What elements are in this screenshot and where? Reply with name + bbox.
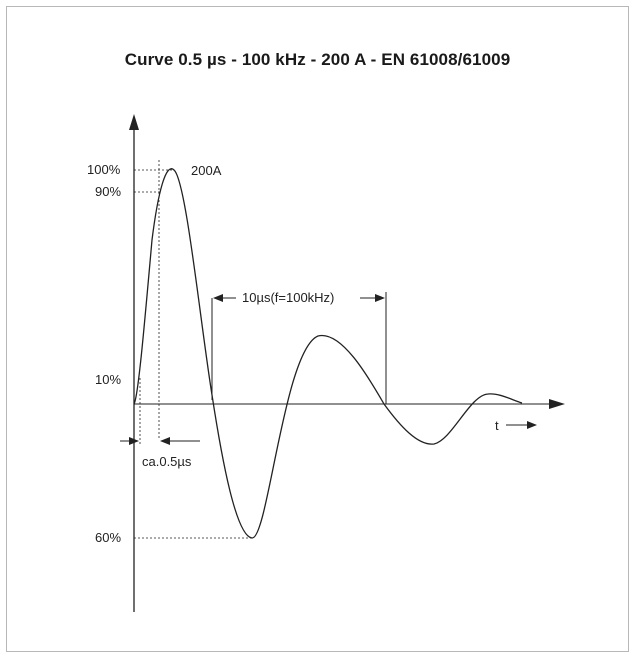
label-period: 10µs(f=100kHz) bbox=[242, 290, 334, 305]
label-60-percent: 60% bbox=[95, 530, 121, 545]
label-100-percent: 100% bbox=[87, 162, 121, 177]
label-90-percent: 90% bbox=[95, 184, 121, 199]
label-rise-time: ca.0.5µs bbox=[142, 454, 192, 469]
x-axis-arrowhead bbox=[549, 399, 565, 409]
figure-title: Curve 0.5 µs - 100 kHz - 200 A - EN 6100… bbox=[124, 50, 511, 69]
figure-frame bbox=[6, 6, 629, 652]
label-time-axis: t bbox=[495, 418, 499, 433]
y-axis-arrowhead bbox=[129, 114, 139, 130]
label-10-percent: 10% bbox=[95, 372, 121, 387]
waveform-curve bbox=[133, 168, 523, 539]
label-peak-200a: 200A bbox=[191, 163, 222, 178]
